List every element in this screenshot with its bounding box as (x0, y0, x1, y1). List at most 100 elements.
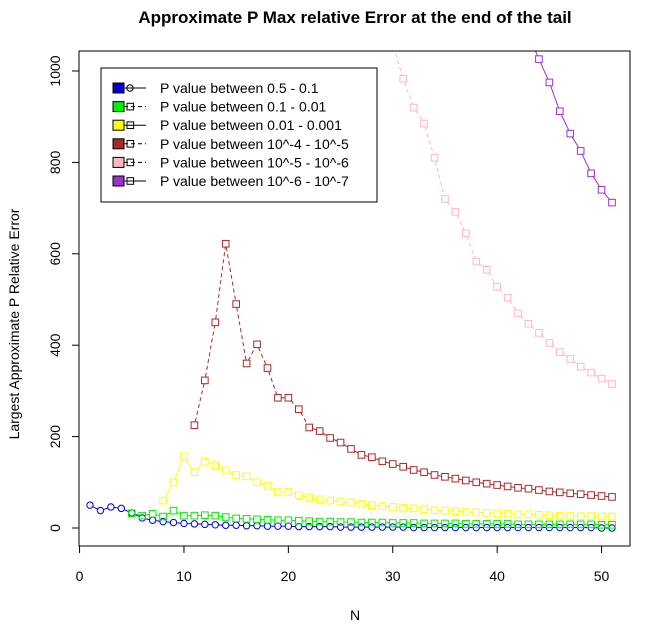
series-3-point (576, 512, 585, 520)
series-4-point (388, 460, 397, 468)
series-5-point (451, 207, 460, 216)
series-4-segment (247, 347, 256, 361)
series-3-segment (174, 459, 184, 480)
series-2-segment (135, 513, 139, 516)
series-1-point (284, 522, 293, 530)
series-1-point (117, 504, 126, 513)
legend-marker (126, 121, 135, 130)
legend-item: P value between 10^-4 - 10^-5 (112, 136, 349, 152)
series-1-point (128, 509, 136, 517)
series-2-point (148, 510, 157, 518)
series-4-point (357, 451, 366, 459)
series-3-segment (302, 495, 306, 498)
series-4-point (451, 474, 460, 483)
plot-frame (78, 50, 631, 547)
series-3-point (420, 505, 428, 514)
series-3-point (608, 512, 616, 521)
series-6-point (566, 129, 575, 138)
series-2-point (138, 511, 146, 520)
series-5-point (472, 257, 481, 266)
series-2-point (493, 520, 501, 528)
series-4-segment (312, 428, 317, 431)
series-2-point (305, 517, 314, 525)
series-2-point (127, 509, 136, 518)
series-1-point (336, 523, 345, 531)
series-3-point (159, 496, 167, 505)
series-5-segment (466, 236, 476, 259)
series-3-point (462, 508, 470, 516)
legend-item: P value between 10^-6 - 10^-7 (112, 173, 349, 189)
series-4-segment (417, 470, 421, 472)
series-6-point (576, 147, 585, 155)
series-4-point (472, 478, 481, 487)
series-5-point (524, 319, 533, 328)
series-4-point (430, 471, 439, 479)
series-2-point (347, 518, 355, 526)
series-1-point (441, 523, 449, 532)
legend: P value between 0.5 - 0.1 P value between… (100, 67, 378, 203)
series-3-point (315, 495, 324, 504)
series-4-point (253, 340, 261, 349)
series-6-segment (603, 192, 611, 201)
series-4-point (608, 493, 616, 501)
x-tick-label: 50 (594, 568, 610, 584)
series-3-point (347, 498, 355, 507)
series-4-segment (448, 476, 452, 479)
series-2-point (597, 521, 606, 529)
y-axis-label: Largest Approximate P Relative Error (6, 208, 22, 439)
series-3-point (556, 511, 564, 520)
series-1-point (409, 523, 418, 532)
series-5-segment (446, 201, 454, 210)
legend-marker (126, 102, 135, 111)
series-1-point (357, 523, 366, 531)
legend-swatch (112, 175, 125, 187)
series-3-point (221, 466, 230, 475)
series-1-point (378, 523, 387, 531)
series-5-segment (434, 161, 445, 196)
series-2-segment (165, 511, 171, 516)
series-2-point (180, 511, 188, 520)
series-4-point (524, 484, 533, 493)
series-5 (394, 51, 616, 388)
series-4-point (263, 364, 272, 372)
series-4-segment (396, 464, 400, 467)
series-3-segment (260, 483, 265, 486)
series-4-segment (469, 480, 473, 483)
x-tick-label: 20 (281, 568, 297, 584)
series-4-segment (406, 467, 411, 470)
x-tick-label: 10 (176, 568, 192, 584)
chart-title: Approximate P Max relative Error at the … (138, 8, 571, 27)
series-4-segment (364, 455, 369, 457)
legend-label: P value between 10^-5 - 10^-6 (160, 154, 349, 170)
series-6-point (525, 31, 532, 38)
series-4-point (535, 486, 543, 494)
series-3-point (493, 509, 501, 518)
series-3-point (430, 506, 439, 514)
series-2-segment (155, 514, 160, 517)
series-2-point (587, 520, 595, 529)
series-2-point (409, 519, 418, 527)
series-6-segment (592, 176, 601, 188)
series-1-point (430, 523, 439, 532)
series-4-point (201, 376, 209, 385)
y-tick-label: 400 (47, 333, 63, 357)
series-4-point (242, 359, 251, 368)
series-4-point (462, 476, 470, 485)
series-2-point (388, 519, 397, 527)
series-1-point (253, 522, 261, 530)
series-4-segment (300, 412, 308, 425)
series-1-point (169, 518, 178, 527)
series-4-segment (215, 247, 226, 319)
series-1-point (138, 514, 146, 522)
series-1-point (274, 522, 282, 530)
series-3-point (190, 468, 199, 477)
series-4-point (378, 457, 387, 466)
series-4-point (221, 239, 230, 248)
series-2-point (253, 515, 261, 524)
series-6-segment (581, 154, 591, 171)
series-3-point (211, 461, 220, 470)
series-3-point (284, 488, 293, 496)
series-3-point (242, 472, 251, 481)
series-2-point (535, 520, 543, 529)
